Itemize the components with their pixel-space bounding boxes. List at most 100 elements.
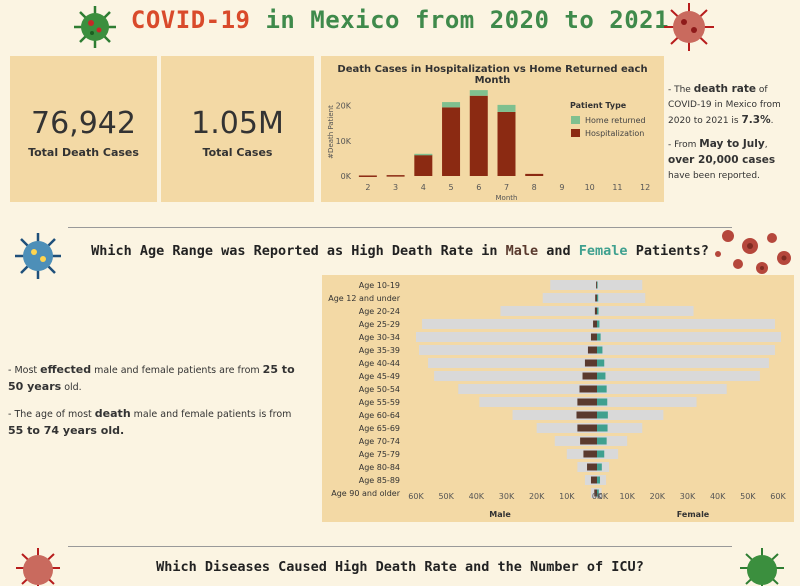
female-death-bar bbox=[597, 450, 605, 458]
age-section-title: Which Age Range was Reported as High Dea… bbox=[91, 243, 709, 259]
section-divider bbox=[68, 227, 732, 228]
female-death-bar bbox=[597, 320, 600, 328]
male-cases-bar bbox=[500, 306, 597, 316]
home-returned-bar bbox=[414, 153, 433, 156]
male-cases-bar bbox=[458, 384, 597, 394]
hospitalization-bar bbox=[414, 154, 433, 176]
female-death-bar bbox=[597, 476, 601, 484]
male-cases-bar bbox=[422, 319, 597, 329]
male-cases-bar bbox=[512, 410, 597, 420]
x-tick-label: 20K bbox=[650, 492, 666, 501]
age-label: Age 40-44 bbox=[359, 359, 400, 368]
kpi-label: Total Cases bbox=[202, 146, 273, 159]
male-death-bar bbox=[579, 385, 597, 393]
x-tick-label: 5 bbox=[448, 183, 453, 192]
monthly-death-chart: 0K 10K 20K#Death Patient 2 3 4 5 6 7 8 9 10 11 12 Mont… bbox=[327, 90, 650, 202]
virus-cluster-icon bbox=[715, 230, 791, 274]
x-tick-label: 4 bbox=[421, 183, 426, 192]
hospitalization-bar bbox=[469, 95, 488, 176]
female-cases-bar bbox=[597, 410, 664, 420]
male-cases-bar bbox=[554, 436, 597, 446]
x-tick-label: 60K bbox=[770, 492, 786, 501]
female-cases-bar bbox=[597, 436, 628, 446]
hospitalization-bar bbox=[442, 107, 461, 176]
kpi-value: 1.05M bbox=[191, 106, 284, 141]
age-label: Age 85-89 bbox=[359, 476, 400, 485]
female-cases-bar bbox=[597, 475, 607, 485]
kpi-value: 76,942 bbox=[31, 106, 136, 141]
female-cases-bar bbox=[597, 449, 619, 459]
female-death-bar bbox=[597, 489, 599, 497]
male-death-bar bbox=[593, 320, 597, 328]
female-death-bar bbox=[597, 385, 607, 393]
male-cases-bar bbox=[542, 293, 597, 303]
female-cases-bar bbox=[597, 462, 610, 472]
female-death-bar bbox=[597, 372, 606, 380]
male-cases-bar bbox=[566, 449, 597, 459]
x-tick-label: 50K bbox=[740, 492, 756, 501]
male-death-bar bbox=[576, 411, 597, 419]
y-tick-label: 0K bbox=[341, 172, 352, 181]
age-label: Age 20-24 bbox=[359, 307, 400, 316]
hospitalization-bar bbox=[386, 175, 405, 177]
age-label: Age 50-54 bbox=[359, 385, 400, 394]
hospitalization-bar bbox=[358, 175, 377, 177]
female-death-bar bbox=[597, 294, 599, 302]
x-tick-label: 20K bbox=[529, 492, 545, 501]
age-label: Age 12 and under bbox=[328, 294, 400, 303]
virus-icon bbox=[74, 6, 116, 48]
male-death-bar bbox=[594, 489, 597, 497]
x-tick-label: 40K bbox=[710, 492, 726, 501]
female-cases-bar bbox=[597, 397, 697, 407]
most-affected-note: - Most effected male and female patients… bbox=[8, 363, 295, 393]
kpi-total-cases: 1.05M Total Cases bbox=[161, 56, 314, 202]
male-death-bar bbox=[577, 398, 597, 406]
y-tick-label: 20K bbox=[336, 102, 352, 111]
x-tick-label: 6 bbox=[476, 183, 481, 192]
x-tick-label: 10 bbox=[585, 183, 595, 192]
age-gender-chart-panel: Age 10-19 Age 12 and under Age 20-24 Age 25… bbox=[322, 275, 794, 522]
x-tick-label: 7 bbox=[504, 183, 509, 192]
female-death-bar bbox=[597, 398, 608, 406]
male-cases-bar bbox=[416, 332, 597, 342]
y-axis-label: #Death Patient bbox=[327, 105, 335, 159]
peak-months-note: - From May to July, over 20,000 cases ha… bbox=[668, 138, 776, 181]
male-death-bar bbox=[596, 281, 597, 289]
male-cases-bar bbox=[428, 358, 597, 368]
hospitalization-bar bbox=[497, 111, 516, 176]
x-tick-label: 50K bbox=[438, 492, 454, 501]
female-cases-bar bbox=[597, 345, 775, 355]
monthly-death-chart-panel: Death Cases in Hospitalization vs Home R… bbox=[321, 56, 664, 202]
age-label: Age 35-39 bbox=[359, 346, 400, 355]
female-death-bar bbox=[597, 411, 608, 419]
legend-swatch bbox=[571, 116, 580, 124]
male-death-bar bbox=[577, 424, 597, 432]
x-axis-label: Month bbox=[496, 194, 518, 202]
legend-title: Patient Type bbox=[570, 101, 627, 110]
male-death-bar bbox=[594, 307, 597, 315]
male-death-bar bbox=[580, 437, 597, 445]
male-death-bar bbox=[584, 359, 597, 367]
female-death-bar bbox=[597, 424, 608, 432]
age-label: Age 75-79 bbox=[359, 450, 400, 459]
age-gender-chart: Age 10-19 Age 12 and under Age 20-24 Age 25… bbox=[328, 280, 786, 519]
page-title: COVID-19 in Mexico from 2020 to 2021 bbox=[0, 6, 800, 34]
x-tick-label: 40K bbox=[469, 492, 485, 501]
x-tick-label: 10K bbox=[559, 492, 575, 501]
age-label: Age 90 and older bbox=[331, 489, 400, 498]
hospitalization-bar bbox=[525, 173, 544, 176]
male-death-bar bbox=[587, 463, 597, 471]
female-axis-label: Female bbox=[677, 510, 710, 519]
male-death-bar bbox=[590, 333, 597, 341]
male-cases-bar bbox=[419, 345, 597, 355]
male-cases-bar bbox=[590, 488, 597, 498]
x-tick-label: 8 bbox=[532, 183, 537, 192]
x-tick-label: 2 bbox=[365, 183, 370, 192]
male-cases-bar bbox=[550, 280, 597, 290]
age-label: Age 65-69 bbox=[359, 424, 400, 433]
kpi-total-death-cases: 76,942 Total Death Cases bbox=[10, 56, 157, 202]
legend-entry: Hospitalization bbox=[585, 129, 644, 138]
virus-icon bbox=[16, 548, 60, 586]
virus-icon bbox=[740, 548, 784, 586]
disease-section-title: Which Diseases Caused High Death Rate an… bbox=[156, 559, 644, 575]
